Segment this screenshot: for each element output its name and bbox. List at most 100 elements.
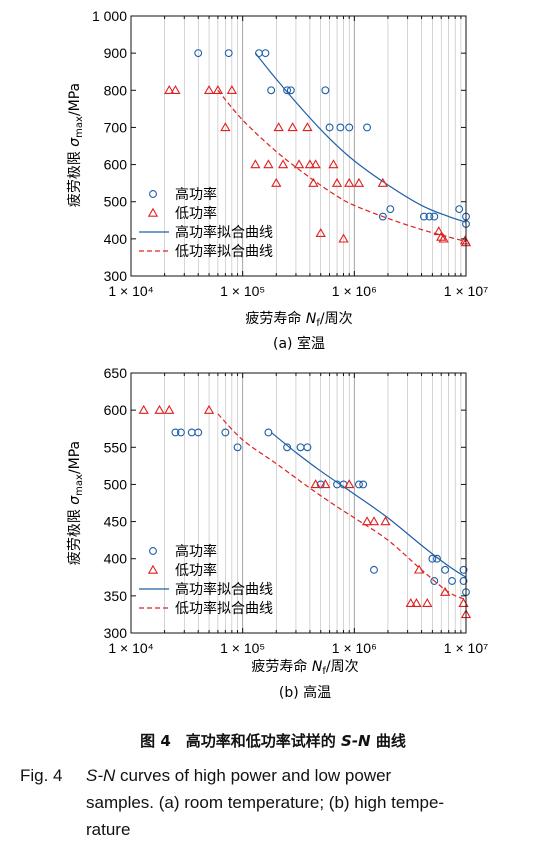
panel-b-fit-curves xyxy=(217,413,467,601)
panel-a-low-power-point xyxy=(220,122,231,132)
panel-b-high-power-point xyxy=(171,428,180,437)
panel-a-high-power-point xyxy=(386,205,395,214)
panel-b-high-power-fit-line xyxy=(270,431,467,578)
panel-a-high-power-point xyxy=(286,86,295,95)
panel-b-low-power-fit-line xyxy=(217,413,467,601)
panel-b-high-power-point xyxy=(448,577,456,585)
panel-a-high-power-point xyxy=(267,86,276,95)
panel-a-y-tick-label: 500 xyxy=(104,194,128,210)
panel-a-caption: (a) 室温 xyxy=(273,335,325,352)
panel-a-low-power-point xyxy=(250,159,261,169)
panel-a-ticks xyxy=(130,15,467,277)
panel-a-low-power-point xyxy=(293,159,305,169)
panel-b-legend-swatch-low-power xyxy=(147,564,159,574)
panel-a-high-power-point xyxy=(425,212,434,221)
panel-b-x-tick-label: 1 × 10⁴ xyxy=(108,640,153,656)
figure-caption-label: Fig. 4 xyxy=(20,766,63,785)
panel-b-y-tick-label: 550 xyxy=(104,439,128,455)
panel-a-y-tick-label: 400 xyxy=(104,231,128,247)
panel-b-ticks xyxy=(130,372,467,634)
panel-b-high-power-point xyxy=(283,443,292,452)
panel-b-high-power-point xyxy=(296,443,305,452)
panel-a-low-power-point xyxy=(263,159,274,169)
panel-b-low-power-point xyxy=(439,586,451,596)
panel-b-high-power-point xyxy=(433,554,441,563)
panel-b-legend-swatch-high-power xyxy=(149,547,157,555)
panel-b-y-tick-label: 400 xyxy=(104,551,128,567)
panel-b-low-power-point xyxy=(344,479,355,489)
panel-b-high-power-point xyxy=(194,428,203,437)
panel-b-low-power-point xyxy=(138,404,149,414)
panel-a-legend-swatch-high-power xyxy=(149,190,157,198)
panel-b-low-power-point xyxy=(203,404,215,414)
panel-a-x-tick-label: 1 × 10⁴ xyxy=(108,283,153,299)
panel-a-high-power-point xyxy=(378,212,387,221)
panel-b-low-power-point xyxy=(411,597,422,607)
panel-a-low-power-point xyxy=(438,233,449,243)
figure-caption-zh: 图 4 高功率和低功率试样的 S-N 曲线 xyxy=(140,732,406,750)
panel-a-low-power-point xyxy=(287,122,298,132)
panel-a-low-power-point xyxy=(433,226,444,236)
panel-a-low-power-point xyxy=(212,84,224,94)
panel-a-low-power-point xyxy=(310,159,321,169)
panel-b-high-power-point xyxy=(441,565,450,574)
panel-a-high-power-point xyxy=(363,123,372,132)
panel-a-high-power-fit-line xyxy=(254,52,467,223)
panel-a-xlabel: 疲劳寿命 Nf/周次 xyxy=(245,310,352,329)
panel-b-caption: (b) 高温 xyxy=(279,684,331,701)
panel-a-high-power-point xyxy=(430,212,439,221)
panel-a-legend-label-high-power: 高功率 xyxy=(175,186,217,203)
panel-b-y-tick-label: 350 xyxy=(104,588,128,604)
panel-b-x-tick-label: 1 × 10⁷ xyxy=(444,640,488,656)
panel-a-high-power-point xyxy=(419,212,428,221)
panel-b-low-power-point xyxy=(380,516,391,526)
panel-a-low-power-point xyxy=(344,177,355,187)
panel-b-legend-label-high-power: 高功率 xyxy=(175,543,217,560)
panel-a-y-tick-label: 900 xyxy=(104,45,128,61)
panel-b-high-power-point xyxy=(233,443,242,452)
panel-a-markers xyxy=(164,49,472,247)
panel-b-low-power-point xyxy=(405,597,416,607)
panel-b-legend-label-high-power-fit: 高功率拟合曲线 xyxy=(175,581,273,598)
panel-a-low-power-point xyxy=(328,159,339,169)
panel-b-xlabel: 疲劳寿命 Nf/周次 xyxy=(251,658,358,677)
panel-b-y-tick-label: 450 xyxy=(104,514,128,530)
panel-a-grid xyxy=(130,16,462,276)
panel-b-low-power-point xyxy=(154,404,165,414)
panel-b-high-power-point xyxy=(264,428,273,437)
panel-b-low-power-point xyxy=(164,404,175,414)
panel-b-high-power-point xyxy=(428,554,437,563)
panel-a-x-tick-label: 1 × 10⁵ xyxy=(220,283,265,299)
figure-caption-en: Fig. 4 S-N curves of high power and low p… xyxy=(20,762,540,843)
panel-b-high-power-point xyxy=(187,428,196,437)
panel-a-low-power-point xyxy=(304,159,316,169)
panel-b-y-tick-label: 650 xyxy=(104,365,128,381)
panel-a-low-power-point xyxy=(273,122,284,132)
panel-a-x-tick-label: 1 × 10⁷ xyxy=(444,283,488,299)
panel-b-grid xyxy=(130,373,462,633)
panel-a-y-tick-label: 700 xyxy=(104,119,128,135)
panel-a-low-power-point xyxy=(377,177,388,187)
panel-b-frame xyxy=(130,372,467,634)
panel-b-low-power-point xyxy=(413,564,425,574)
panel-a-low-power-point xyxy=(277,159,289,169)
panel-a-ylabel: 疲劳极限 σmax/MPa xyxy=(66,83,85,207)
panel-a-legend-label-high-power-fit: 高功率拟合曲线 xyxy=(175,224,273,241)
panel-b-low-power-point xyxy=(361,516,373,526)
panel-b-high-power-point xyxy=(359,480,368,489)
panel-a-legend-label-low-power: 低功率 xyxy=(175,205,217,222)
panel-a-high-power-point xyxy=(336,123,345,132)
panel-a-legend-label-low-power-fit: 低功率拟合曲线 xyxy=(175,243,273,260)
panel-a-low-power-point xyxy=(331,177,343,187)
panel-b-ylabel: 疲劳极限 σmax/MPa xyxy=(66,441,85,565)
panel-a-y-tick-label: 800 xyxy=(104,82,128,98)
panel-b-high-power-point xyxy=(430,577,439,585)
panel-a-low-power-point xyxy=(353,177,365,187)
panel-b-high-power-point xyxy=(355,480,363,489)
panel-a-high-power-point xyxy=(321,86,330,95)
panel-a-y-tick-label: 300 xyxy=(104,268,128,284)
panel-b-high-power-point xyxy=(303,443,312,452)
